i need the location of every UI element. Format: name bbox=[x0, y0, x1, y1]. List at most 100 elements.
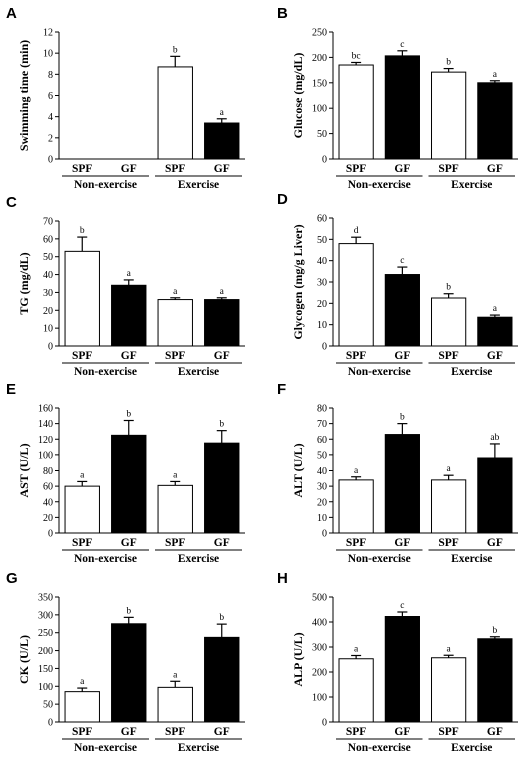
y-tick-label: 20 bbox=[317, 497, 327, 508]
x-group-label: Exercise bbox=[451, 179, 492, 191]
bar-spf bbox=[157, 299, 193, 347]
y-tick-label: 100 bbox=[38, 450, 53, 461]
x-category-label: GF bbox=[121, 163, 137, 175]
y-tick-label: 250 bbox=[312, 28, 327, 39]
bar-spf bbox=[338, 243, 374, 347]
y-tick-label: 70 bbox=[317, 419, 327, 430]
x-group-label: Exercise bbox=[451, 553, 492, 565]
significance-label: b bbox=[400, 413, 405, 423]
y-tick-label: 40 bbox=[43, 497, 53, 508]
significance-label: b bbox=[219, 613, 224, 623]
y-tick-label: 300 bbox=[312, 643, 327, 654]
x-category-label: GF bbox=[121, 726, 137, 738]
y-tick-label: 200 bbox=[38, 646, 53, 657]
y-tick-label: 100 bbox=[38, 682, 53, 693]
y-tick-label: 0 bbox=[48, 529, 53, 540]
x-category-label: GF bbox=[214, 350, 230, 362]
y-tick-label: 20 bbox=[43, 513, 53, 524]
x-category-label: SPF bbox=[346, 726, 366, 738]
significance-label: a bbox=[80, 470, 85, 480]
y-tick-label: 40 bbox=[43, 270, 53, 281]
x-category-label: GF bbox=[394, 163, 410, 175]
significance-label: c bbox=[400, 256, 404, 266]
y-tick-label: 60 bbox=[317, 435, 327, 446]
y-tick-label: 4 bbox=[48, 112, 53, 123]
y-tick-label: 30 bbox=[317, 482, 327, 493]
x-group-label: Non-exercise bbox=[74, 179, 137, 191]
y-tick-label: 0 bbox=[322, 718, 327, 729]
bar-spf bbox=[431, 657, 467, 723]
y-axis-label: Glucose (mg/dL) bbox=[291, 53, 305, 139]
x-category-label: GF bbox=[394, 726, 410, 738]
x-group-label: Non-exercise bbox=[348, 179, 411, 191]
significance-label: d bbox=[354, 226, 359, 236]
y-tick-label: 0 bbox=[48, 155, 53, 166]
significance-label: b bbox=[126, 410, 131, 420]
x-group-label: Exercise bbox=[178, 553, 219, 565]
y-tick-label: 300 bbox=[38, 610, 53, 621]
y-axis-label: ALT (U/L) bbox=[291, 443, 305, 497]
y-tick-label: 50 bbox=[317, 235, 327, 246]
x-category-label: SPF bbox=[165, 350, 185, 362]
y-tick-label: 200 bbox=[312, 53, 327, 64]
bar-gf bbox=[111, 623, 147, 723]
y-tick-label: 40 bbox=[317, 256, 327, 267]
x-category-label: GF bbox=[214, 163, 230, 175]
significance-label: a bbox=[447, 464, 452, 474]
y-tick-label: 200 bbox=[312, 668, 327, 679]
y-tick-label: 8 bbox=[48, 70, 53, 81]
x-category-label: GF bbox=[121, 537, 137, 549]
x-group-label: Non-exercise bbox=[74, 742, 137, 754]
x-category-label: GF bbox=[214, 537, 230, 549]
y-tick-label: 0 bbox=[322, 529, 327, 540]
y-axis-label: CK (U/L) bbox=[17, 635, 31, 684]
y-tick-label: 50 bbox=[317, 450, 327, 461]
x-category-label: SPF bbox=[438, 163, 458, 175]
y-tick-label: 150 bbox=[312, 78, 327, 89]
significance-label: ab bbox=[490, 433, 499, 443]
bar-spf bbox=[64, 691, 100, 723]
significance-label: bc bbox=[352, 51, 361, 61]
y-tick-label: 50 bbox=[317, 129, 327, 140]
significance-label: a bbox=[80, 677, 85, 687]
x-category-label: SPF bbox=[346, 537, 366, 549]
panel-letter: F bbox=[277, 381, 286, 398]
y-tick-label: 0 bbox=[48, 342, 53, 353]
y-tick-label: 30 bbox=[317, 278, 327, 289]
bar-spf bbox=[157, 66, 193, 160]
significance-label: b bbox=[126, 606, 131, 616]
x-group-label: Non-exercise bbox=[74, 553, 137, 565]
bar-gf bbox=[477, 82, 513, 160]
bar-gf bbox=[477, 457, 513, 534]
bar-gf bbox=[384, 274, 420, 347]
x-category-label: SPF bbox=[165, 726, 185, 738]
bar-gf bbox=[111, 434, 147, 534]
significance-label: a bbox=[173, 470, 178, 480]
y-tick-label: 10 bbox=[317, 320, 327, 331]
y-tick-label: 0 bbox=[322, 155, 327, 166]
panel-c: C 0 10 20 30 40 50 60 70 TG (mg/dL) b SPF a GF a SPF a GF… bbox=[6, 194, 245, 378]
bar-gf bbox=[477, 638, 513, 723]
significance-label: a bbox=[173, 670, 178, 680]
significance-label: b bbox=[80, 226, 85, 236]
x-group-label: Exercise bbox=[178, 366, 219, 378]
y-tick-label: 0 bbox=[48, 718, 53, 729]
y-tick-label: 70 bbox=[43, 217, 53, 228]
y-tick-label: 160 bbox=[38, 404, 53, 415]
y-tick-label: 40 bbox=[317, 466, 327, 477]
y-tick-label: 10 bbox=[43, 49, 53, 60]
significance-label: a bbox=[220, 108, 225, 118]
x-category-label: GF bbox=[394, 350, 410, 362]
y-axis-label: ALP (U/L) bbox=[291, 632, 305, 686]
x-category-label: SPF bbox=[72, 350, 92, 362]
significance-label: b bbox=[493, 626, 498, 636]
significance-label: b bbox=[219, 420, 224, 430]
bar-spf bbox=[64, 250, 100, 347]
significance-label: a bbox=[127, 269, 132, 279]
y-tick-label: 80 bbox=[317, 404, 327, 415]
panel-letter: H bbox=[277, 570, 288, 587]
x-category-label: GF bbox=[214, 726, 230, 738]
significance-label: b bbox=[446, 283, 451, 293]
bar-spf bbox=[157, 686, 193, 723]
